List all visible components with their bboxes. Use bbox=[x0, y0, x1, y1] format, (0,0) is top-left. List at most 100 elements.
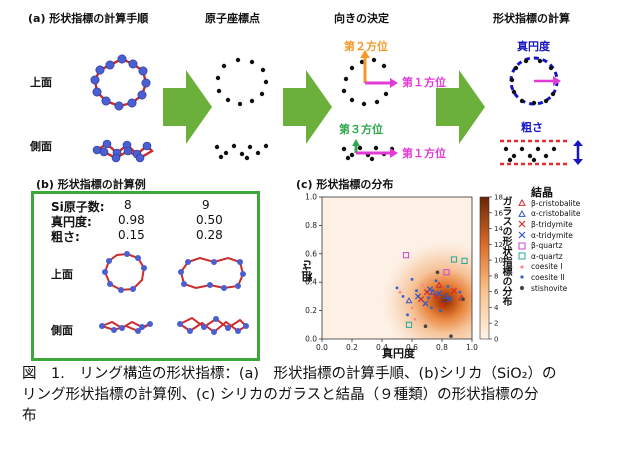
y-tick-label: 1.0 bbox=[305, 193, 317, 202]
scatter-chart: 0.0 0.2 0.4 0.6 0.8 1.0 0.0 0.2 0.4 0.6 0.8 1.0 0 2… bbox=[305, 193, 503, 353]
roughness-ring2: 0.28 bbox=[196, 228, 223, 242]
data-point bbox=[457, 280, 460, 284]
legend: β-cristobalite α-cristobalite β-tridymite α… bbox=[516, 198, 616, 293]
y-tick-label: 0.6 bbox=[305, 249, 317, 258]
data-point bbox=[405, 297, 413, 304]
density-map bbox=[322, 197, 472, 339]
radius-arrowhead bbox=[553, 76, 561, 86]
data-point bbox=[413, 317, 417, 321]
dir2-label: 第２方位 bbox=[344, 40, 388, 53]
coordinate-points-side bbox=[214, 143, 269, 161]
y-tick-label: 0.8 bbox=[305, 221, 317, 230]
example-top-label: 上面 bbox=[51, 268, 73, 281]
si-count-ring1: 8 bbox=[124, 198, 132, 212]
legend-item: α-cristobalite bbox=[516, 209, 616, 220]
colorbar-tick-label: 2 bbox=[494, 320, 498, 328]
legend-label: stishovite bbox=[531, 283, 568, 293]
data-point bbox=[410, 306, 414, 310]
roughness-arrow-up bbox=[573, 140, 583, 146]
dir2-arrowhead bbox=[360, 50, 370, 58]
step-arrow-2 bbox=[283, 70, 332, 144]
dir1-label-top: 第１方位 bbox=[402, 76, 446, 89]
colorbar-label: ガラスの形状指標の分布 bbox=[500, 196, 511, 306]
step-arrow-3 bbox=[436, 70, 485, 144]
example-side-label: 側面 bbox=[51, 324, 73, 337]
data-point bbox=[422, 300, 429, 307]
roughness-label: 粗さ bbox=[521, 121, 543, 134]
data-point bbox=[395, 286, 399, 290]
legend-title: 結晶 bbox=[531, 186, 553, 199]
x-tick-label: 0.4 bbox=[376, 343, 388, 352]
colorbar-tick-label: 16 bbox=[494, 209, 503, 217]
y-tick-label: 0.0 bbox=[305, 335, 317, 344]
legend-item: β-quartz bbox=[516, 240, 616, 251]
legend-marker-icon bbox=[518, 221, 526, 228]
legend-marker-icon bbox=[518, 252, 526, 260]
plot-frame bbox=[321, 196, 473, 340]
data-point bbox=[439, 276, 442, 280]
colorbar-tick-label: 6 bbox=[494, 288, 499, 296]
colorbar-tick-label: 12 bbox=[494, 241, 503, 249]
legend-label: β-tridymite bbox=[531, 219, 573, 229]
roughness-row-label: 粗さ: bbox=[51, 230, 80, 244]
y-tick-label: 0.2 bbox=[305, 306, 317, 315]
data-point bbox=[450, 287, 458, 294]
row-top-label: 上面 bbox=[30, 76, 52, 89]
data-point bbox=[458, 290, 462, 294]
data-point bbox=[430, 306, 433, 310]
data-point bbox=[415, 289, 418, 293]
step-arrow-1 bbox=[163, 70, 212, 144]
si-count-label: Si原子数: bbox=[51, 200, 105, 214]
data-point bbox=[434, 279, 438, 283]
legend-marker-icon bbox=[518, 209, 526, 217]
legend-item: stishovite bbox=[516, 283, 616, 294]
dir1-arrowhead-side bbox=[390, 148, 398, 158]
data-point bbox=[435, 270, 440, 275]
dir3-arrowhead bbox=[352, 139, 360, 146]
roundness-points bbox=[509, 58, 556, 106]
data-point bbox=[438, 301, 446, 308]
x-tick-label: 0.6 bbox=[406, 343, 418, 352]
dir1-arrowhead-top bbox=[390, 78, 398, 88]
data-point bbox=[426, 286, 434, 293]
data-point bbox=[421, 283, 424, 287]
data-point bbox=[435, 281, 443, 288]
roughness-points bbox=[503, 146, 557, 163]
colorbar-tick-label: 10 bbox=[494, 257, 503, 265]
data-point bbox=[461, 297, 465, 302]
x-axis-label: 真円度 bbox=[382, 347, 415, 360]
legend-item: β-cristobalite bbox=[516, 198, 616, 209]
legend-label: α-cristobalite bbox=[531, 209, 581, 219]
y-tick-label: 0.4 bbox=[305, 278, 317, 287]
legend-marker-icon bbox=[520, 265, 524, 269]
dir1-label-side: 第１方位 bbox=[402, 147, 446, 160]
legend-label: α-tridymite bbox=[531, 230, 573, 240]
colorbar-tick-label: 4 bbox=[494, 304, 499, 312]
legend-label: coesite I bbox=[531, 262, 563, 272]
data-point bbox=[461, 257, 468, 264]
legend-item: coesite II bbox=[516, 272, 616, 283]
x-tick-label: 0.8 bbox=[436, 343, 448, 352]
legend-label: α-quartz bbox=[531, 251, 563, 261]
data-point bbox=[398, 290, 402, 294]
orientation-points-top bbox=[341, 57, 389, 107]
legend-label: β-cristobalite bbox=[531, 198, 581, 208]
colorbar-tick-label: 0 bbox=[494, 336, 498, 344]
col4-title: 形状指標の計算 bbox=[493, 12, 570, 25]
x-tick-label: 1.0 bbox=[466, 343, 478, 352]
colorbar-tick-label: 14 bbox=[494, 225, 503, 233]
data-point bbox=[427, 296, 430, 300]
col2-title: 原子座標点 bbox=[205, 12, 260, 25]
data-point bbox=[450, 256, 458, 263]
panel-b-title: (b) 形状指標の計算例 bbox=[36, 178, 146, 191]
ring-top-atoms bbox=[90, 54, 151, 111]
data-point bbox=[402, 252, 410, 259]
legend-marker-icon bbox=[519, 285, 525, 291]
panel-a-graphics bbox=[90, 50, 583, 166]
panel-a-title: (a) 形状指標の計算手順 bbox=[28, 12, 149, 25]
legend-item: α-quartz bbox=[516, 251, 616, 262]
colorbar bbox=[479, 196, 490, 340]
data-point bbox=[410, 277, 414, 281]
data-point bbox=[439, 309, 442, 313]
legend-marker-icon bbox=[518, 231, 526, 239]
